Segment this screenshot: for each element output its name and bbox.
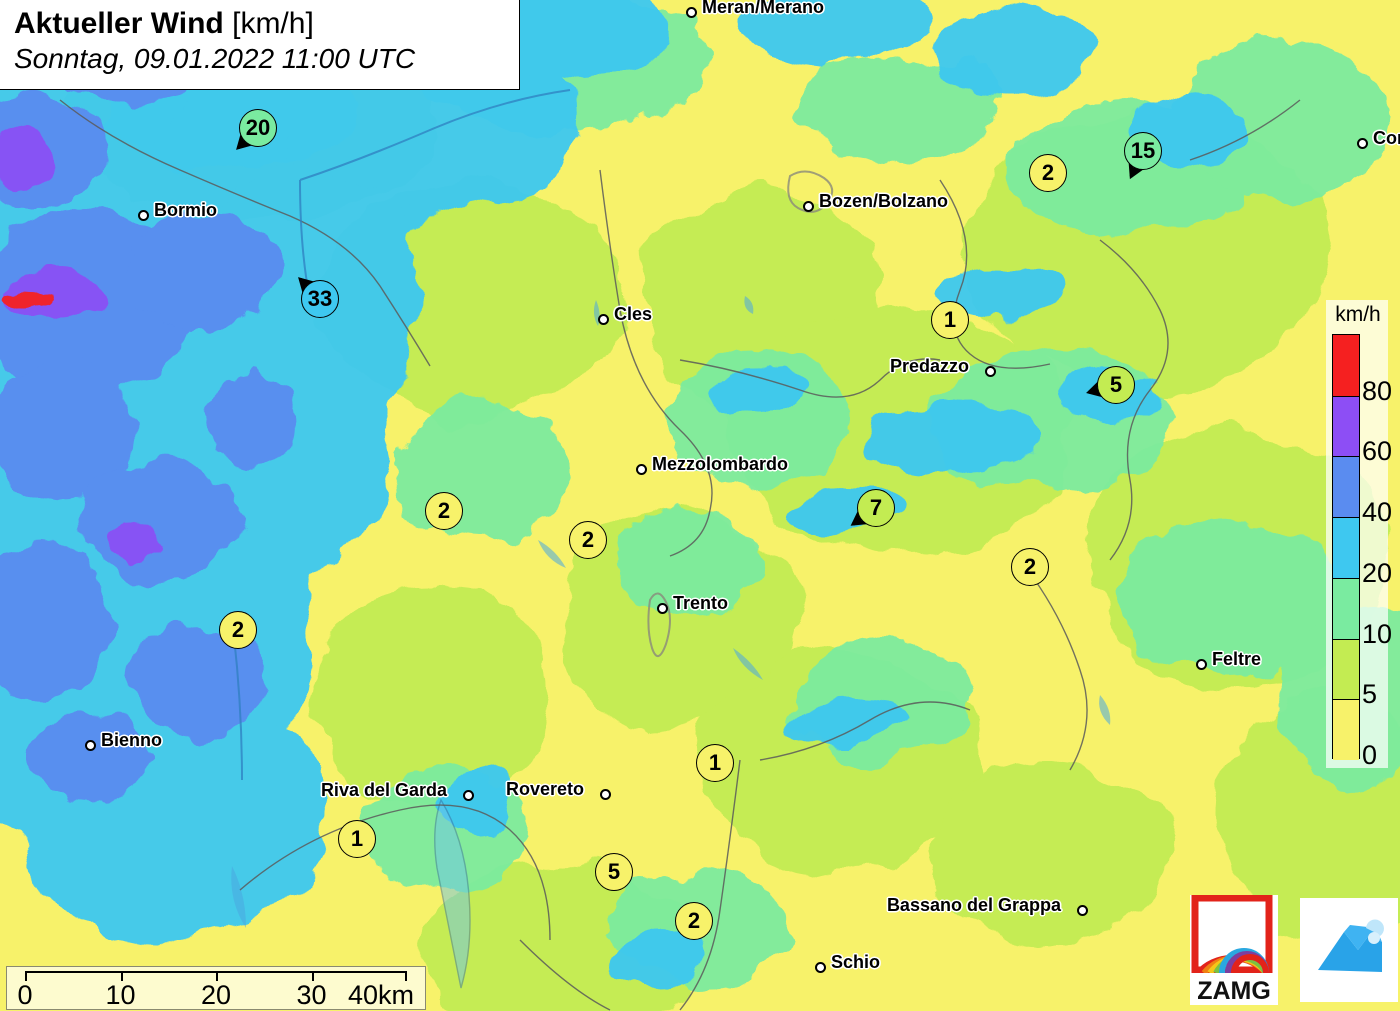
wind-station-value: 5 bbox=[1097, 366, 1135, 404]
wind-station-st-1-riva[interactable]: 1 bbox=[338, 820, 376, 858]
wind-station-value: 2 bbox=[569, 521, 607, 559]
wind-station-value: 1 bbox=[696, 744, 734, 782]
city-dot-icon bbox=[657, 603, 668, 614]
legend-colorbar bbox=[1332, 334, 1360, 760]
city-dot-icon bbox=[463, 790, 474, 801]
legend-tick-10: 10 bbox=[1362, 618, 1393, 649]
wind-station-st-5-south[interactable]: 5 bbox=[595, 853, 633, 891]
legend-unit-label: km/h bbox=[1335, 303, 1381, 326]
zamg-logo: ZAMG bbox=[1190, 894, 1278, 1005]
wind-station-value: 20 bbox=[239, 109, 277, 147]
legend-band-80 bbox=[1333, 335, 1359, 396]
scale-label-30: 30 bbox=[296, 980, 327, 1010]
wind-station-value: 2 bbox=[1011, 548, 1049, 586]
city-dot-icon bbox=[1077, 905, 1088, 916]
city-label: Trento bbox=[673, 593, 729, 613]
svg-text:ZAMG: ZAMG bbox=[1197, 977, 1271, 1005]
wind-station-value: 1 bbox=[338, 820, 376, 858]
wind-station-st-5-north[interactable]: 5 bbox=[1086, 366, 1135, 404]
scale-label-10: 10 bbox=[105, 980, 136, 1010]
city-label: Bienno bbox=[101, 730, 162, 750]
wind-station-st-33[interactable]: 33 bbox=[298, 277, 339, 318]
scale-label-20: 20 bbox=[200, 980, 232, 1010]
city-label: Schio bbox=[831, 952, 881, 972]
legend-tick-40: 40 bbox=[1362, 496, 1393, 527]
city-label: Bormio bbox=[154, 200, 217, 220]
wind-station-st-2-cles[interactable]: 2 bbox=[569, 521, 607, 559]
scale-tick-30 bbox=[311, 971, 314, 981]
legend-tick-0: 0 bbox=[1362, 739, 1378, 770]
legend-band-20 bbox=[1333, 517, 1359, 578]
wind-station-value: 1 bbox=[931, 301, 969, 339]
city-dot-icon bbox=[686, 7, 697, 18]
legend-band-5 bbox=[1333, 638, 1359, 700]
title-box: Aktueller Wind [km/h] Sonntag, 09.01.202… bbox=[0, 0, 520, 90]
wind-station-st-2-bozen[interactable]: 2 bbox=[1029, 154, 1067, 192]
title-unit: [km/h] bbox=[232, 7, 314, 40]
city-label: Bozen/Bolzano bbox=[819, 191, 948, 211]
city-dot-icon bbox=[600, 789, 611, 800]
wind-station-value: 2 bbox=[219, 611, 257, 649]
wind-station-value: 2 bbox=[1029, 154, 1067, 192]
city-label: Feltre bbox=[1212, 649, 1262, 669]
wind-station-value: 5 bbox=[595, 853, 633, 891]
legend-band-0 bbox=[1333, 699, 1359, 760]
legend-tick-60: 60 bbox=[1362, 436, 1393, 467]
wind-station-st-1-predazzo[interactable]: 1 bbox=[931, 301, 969, 339]
map-datetime: Sonntag, 09.01.2022 11:00 UTC bbox=[14, 43, 416, 74]
legend-band-60 bbox=[1333, 395, 1359, 457]
wind-station-st-2-west[interactable]: 2 bbox=[425, 492, 463, 530]
legend-band-10 bbox=[1333, 577, 1359, 639]
city-label: Meran/Merano bbox=[702, 0, 825, 17]
legend-tick-20: 20 bbox=[1362, 557, 1393, 588]
city-dot-icon bbox=[636, 464, 647, 475]
city-dot-icon bbox=[985, 366, 996, 377]
scale-bar: 0 10 20 30 40km bbox=[6, 966, 426, 1010]
city-dot-icon bbox=[138, 210, 149, 221]
wind-station-st-15[interactable]: 15 bbox=[1124, 132, 1162, 180]
title-main: Aktueller Wind bbox=[14, 7, 224, 40]
legend-tick-5: 5 bbox=[1362, 679, 1378, 710]
wind-station-st-2-southwest[interactable]: 2 bbox=[219, 611, 257, 649]
legend-tick-80: 80 bbox=[1362, 375, 1393, 406]
city-dot-icon bbox=[1196, 659, 1207, 670]
city-label: Rovereto bbox=[505, 779, 584, 799]
city-dot-icon bbox=[85, 740, 96, 751]
wind-station-value: 7 bbox=[857, 489, 895, 527]
wind-station-st-20[interactable]: 20 bbox=[236, 109, 277, 150]
city-dot-icon bbox=[803, 201, 814, 212]
wind-station-value: 2 bbox=[675, 902, 713, 940]
city-label: Riva del Garda bbox=[320, 780, 447, 800]
map-title: Aktueller Wind [km/h] bbox=[14, 6, 509, 42]
city-label: Bassano del Grappa bbox=[886, 895, 1061, 915]
wind-station-value: 15 bbox=[1124, 132, 1162, 170]
city-label: Predazzo bbox=[889, 356, 969, 376]
wind-station-value: 33 bbox=[301, 280, 339, 318]
scale-label-40: 40km bbox=[347, 980, 415, 1010]
wind-station-st-2-south[interactable]: 2 bbox=[675, 902, 713, 940]
city-label: Cortina bbox=[1373, 128, 1400, 148]
wind-station-st-2-east[interactable]: 2 bbox=[1011, 548, 1049, 586]
wind-station-st-1-rovereto[interactable]: 1 bbox=[696, 744, 734, 782]
city-dot-icon bbox=[815, 962, 826, 973]
city-label: Cles bbox=[614, 304, 653, 324]
wind-station-value: 2 bbox=[425, 492, 463, 530]
scale-label-0: 0 bbox=[17, 980, 33, 1010]
scale-tick-20 bbox=[216, 971, 218, 981]
scale-tick-10 bbox=[120, 971, 123, 981]
city-dot-icon bbox=[1357, 138, 1368, 149]
wind-station-st-7[interactable]: 7 bbox=[850, 489, 895, 527]
partner-logo bbox=[1300, 898, 1398, 1002]
legend-band-40 bbox=[1333, 456, 1359, 518]
city-dot-icon bbox=[598, 314, 609, 325]
city-label: Mezzolombardo bbox=[652, 454, 789, 474]
